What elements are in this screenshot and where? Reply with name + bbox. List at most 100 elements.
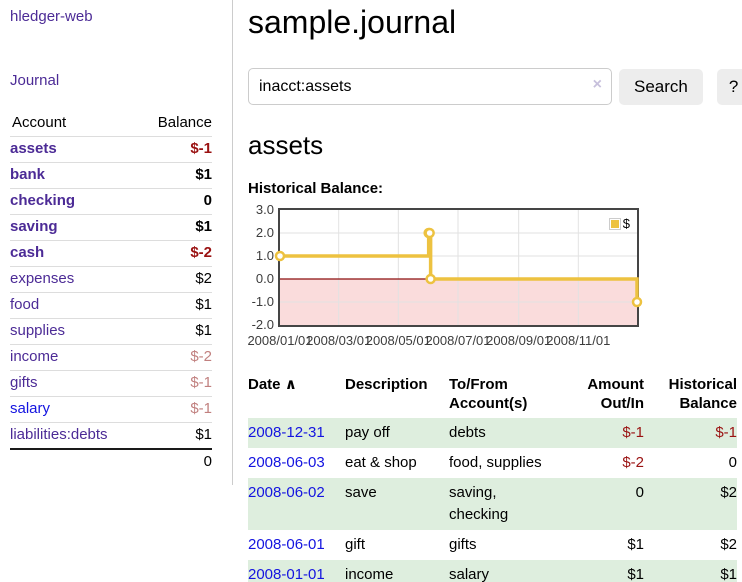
account-balance: 0 bbox=[203, 192, 212, 209]
transaction-date-link[interactable]: 2008-06-03 bbox=[248, 454, 325, 471]
account-balance: $1 bbox=[195, 322, 212, 339]
transaction-balance: $-1 bbox=[715, 424, 737, 441]
account-link-checking[interactable]: checking bbox=[10, 192, 76, 209]
account-link-gifts[interactable]: gifts bbox=[10, 374, 38, 391]
transaction-accounts: salary bbox=[449, 566, 490, 582]
x-axis-tick-label: 2008/07/01 bbox=[425, 333, 491, 348]
chart-plot-area[interactable]: $ bbox=[274, 208, 643, 327]
transaction-amount: $1 bbox=[627, 566, 644, 582]
transaction-accounts: debts bbox=[449, 424, 486, 441]
transaction-date-link[interactable]: 2008-01-01 bbox=[248, 566, 325, 582]
register-row: 2008-12-31 pay off debts $-1 $-1 bbox=[248, 418, 737, 448]
account-row: salary $-1 bbox=[10, 396, 212, 423]
y-axis-tick-label: -2.0 bbox=[251, 317, 274, 332]
register-row: 2008-01-01 income salary $1 $1 bbox=[248, 560, 737, 582]
chart-point bbox=[425, 273, 436, 285]
account-balance: $1 bbox=[195, 218, 212, 235]
account-link-salary[interactable]: salary bbox=[10, 400, 51, 417]
transaction-date-link[interactable]: 2008-12-31 bbox=[248, 424, 325, 441]
transaction-accounts: gifts bbox=[449, 536, 477, 553]
chart-title: Historical Balance: bbox=[248, 180, 384, 197]
accounts-header-row: Account Balance bbox=[10, 110, 212, 137]
x-axis-tick-label: 2008/09/01 bbox=[486, 333, 552, 348]
account-balance: $-1 bbox=[190, 140, 212, 157]
legend-swatch-icon bbox=[608, 217, 621, 230]
y-axis-tick-label: 2.0 bbox=[255, 225, 274, 240]
register-header-accounts: To/From Account(s) bbox=[449, 376, 528, 412]
sidebar: hledger-web Journal Account Balance asse… bbox=[0, 0, 233, 485]
account-balance: $-2 bbox=[190, 244, 212, 261]
search-box: × bbox=[248, 68, 612, 105]
transaction-balance: $2 bbox=[720, 484, 737, 501]
account-link-cash[interactable]: cash bbox=[10, 244, 45, 261]
search-form: × Search ? bbox=[248, 68, 742, 105]
transaction-description: save bbox=[345, 484, 377, 501]
account-row: food $1 bbox=[10, 292, 212, 319]
search-input[interactable] bbox=[248, 68, 612, 105]
chart-legend: $ bbox=[608, 216, 630, 231]
chart-point bbox=[274, 250, 286, 262]
account-row: gifts $-1 bbox=[10, 370, 212, 397]
transaction-description: eat & shop bbox=[345, 454, 417, 471]
search-button[interactable]: Search bbox=[619, 68, 703, 105]
account-link-saving[interactable]: saving bbox=[10, 218, 58, 235]
accounts-header-account: Account bbox=[12, 114, 67, 131]
transaction-date-link[interactable]: 2008-06-01 bbox=[248, 536, 325, 553]
transaction-balance: $1 bbox=[720, 566, 737, 582]
transaction-accounts: saving, checking bbox=[449, 484, 509, 523]
account-link-assets[interactable]: assets bbox=[10, 140, 57, 157]
account-heading: assets bbox=[248, 130, 324, 160]
register-header-balance: Historical Balance bbox=[668, 376, 737, 412]
transaction-description: income bbox=[345, 566, 394, 582]
help-button[interactable]: ? bbox=[716, 68, 742, 105]
account-link-liabilities-debts[interactable]: liabilities:debts bbox=[10, 426, 108, 443]
main-content: sample.journal × Search ? assets Histori… bbox=[233, 0, 742, 582]
y-axis-tick-label: 3.0 bbox=[255, 202, 274, 217]
x-axis-tick-label: 2008/01/01 bbox=[247, 333, 313, 348]
brand-link[interactable]: hledger-web bbox=[10, 8, 93, 25]
account-link-supplies[interactable]: supplies bbox=[10, 322, 66, 339]
account-balance: $1 bbox=[195, 166, 212, 183]
sort-ascending-icon: ∧ bbox=[284, 376, 297, 393]
register-row: 2008-06-02 save saving, checking 0 $2 bbox=[248, 478, 737, 530]
account-link-expenses[interactable]: expenses bbox=[10, 270, 75, 287]
account-balance: $1 bbox=[195, 296, 212, 313]
y-axis-tick-label: 1.0 bbox=[255, 248, 274, 263]
account-link-income[interactable]: income bbox=[10, 348, 59, 365]
account-row: saving $1 bbox=[10, 214, 212, 241]
account-balance: $-1 bbox=[190, 400, 212, 417]
register-row: 2008-06-03 eat & shop food, supplies $-2 0 bbox=[248, 448, 737, 478]
accounts-total-row: 0 bbox=[10, 449, 212, 475]
account-link-food[interactable]: food bbox=[10, 296, 40, 313]
account-row: cash $-2 bbox=[10, 240, 212, 267]
transaction-balance: 0 bbox=[728, 454, 737, 471]
transaction-accounts: food, supplies bbox=[449, 454, 542, 471]
nav-journal-link[interactable]: Journal bbox=[10, 72, 60, 89]
register-table: Date ∧ Description To/From Account(s) Am… bbox=[248, 371, 737, 582]
accounts-header-balance: Balance bbox=[157, 114, 212, 131]
chart-point bbox=[631, 296, 643, 308]
historical-balance-chart[interactable]: 3.0 2.0 1.0 0.0 -1.0 -2.0 $ 2008/01/01 2008/03… bbox=[247, 203, 728, 350]
account-row: bank $1 bbox=[10, 162, 212, 189]
account-row: checking 0 bbox=[10, 188, 212, 215]
legend-label: $ bbox=[622, 216, 630, 231]
transaction-amount: $-2 bbox=[622, 454, 644, 471]
accounts-total-spacer bbox=[10, 449, 138, 475]
account-row: assets $-1 bbox=[10, 136, 212, 163]
transaction-description: gift bbox=[345, 536, 366, 553]
x-axis-tick-label: 2008/03/01 bbox=[306, 333, 372, 348]
transaction-amount: 0 bbox=[635, 484, 644, 501]
chart-canvas bbox=[274, 210, 643, 325]
account-row: liabilities:debts $1 bbox=[10, 422, 212, 450]
account-row: income $-2 bbox=[10, 344, 212, 371]
account-balance: $2 bbox=[195, 270, 212, 287]
account-link-bank[interactable]: bank bbox=[10, 166, 46, 183]
account-balance: $-2 bbox=[190, 348, 212, 365]
register-header-amount: Amount Out/In bbox=[587, 376, 644, 412]
account-balance: $1 bbox=[195, 426, 212, 443]
transaction-date-link[interactable]: 2008-06-02 bbox=[248, 484, 325, 501]
clear-search-icon[interactable]: × bbox=[592, 76, 602, 93]
register-header-date[interactable]: Date ∧ bbox=[248, 371, 345, 418]
transaction-amount: $1 bbox=[627, 536, 644, 553]
